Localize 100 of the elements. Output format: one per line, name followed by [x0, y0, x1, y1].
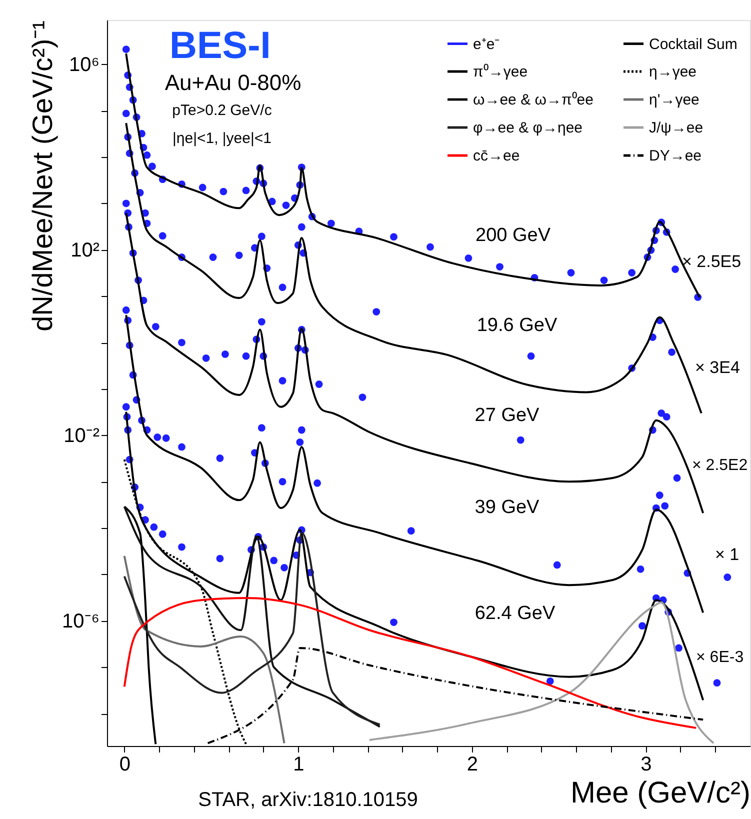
legend-label: π⁰→γee [473, 64, 528, 80]
x-tick-label: 1 [293, 754, 304, 776]
point [668, 348, 676, 356]
point [390, 233, 398, 241]
legend-label: η→γee [649, 64, 697, 80]
point [372, 308, 380, 316]
annotation: 39 GeV [474, 497, 540, 518]
point [178, 543, 186, 551]
point [235, 252, 243, 260]
point [327, 220, 335, 228]
point [209, 254, 217, 261]
annotation: × 3E4 [695, 358, 740, 377]
point [178, 443, 186, 451]
legend-label: J/ψ→ee [649, 120, 704, 136]
point [122, 110, 130, 118]
point [198, 184, 206, 192]
legend-label: φ→ee & φ→ηee [473, 120, 583, 136]
point [673, 474, 681, 482]
line-series [123, 554, 286, 744]
point [713, 679, 721, 687]
annotation: 19.6 GeV [476, 315, 558, 336]
point [258, 424, 266, 432]
point [202, 354, 210, 362]
point [298, 426, 306, 434]
point [280, 564, 288, 572]
point [298, 223, 306, 231]
point [724, 574, 732, 581]
point [270, 556, 278, 564]
legend-label: DY→ee [649, 148, 702, 164]
point [278, 284, 286, 292]
point [282, 202, 290, 209]
point [315, 380, 323, 388]
point [675, 644, 682, 652]
point [358, 394, 366, 401]
point [658, 409, 666, 417]
x-tick-label: 3 [640, 754, 652, 776]
x-tick-label: 0 [119, 754, 130, 776]
point [661, 502, 669, 510]
x-tick-label: 2 [466, 754, 478, 776]
point [600, 276, 608, 284]
point [672, 266, 679, 273]
point [656, 492, 664, 499]
point [216, 454, 224, 462]
point [158, 232, 166, 240]
point [496, 263, 504, 270]
legend-label: η'→γee [649, 92, 700, 108]
point [296, 438, 304, 446]
point [242, 186, 250, 194]
point [154, 434, 162, 441]
point [122, 403, 130, 411]
point [242, 352, 250, 360]
point [407, 527, 415, 535]
point [636, 565, 644, 573]
point [152, 322, 160, 330]
annotation: × 2.5E2 [692, 457, 748, 474]
point [527, 352, 535, 360]
point [546, 677, 554, 685]
annotation: 200 GeV [476, 225, 551, 246]
legend-label: e⁺e⁻ [473, 36, 500, 53]
point [158, 530, 166, 538]
point [516, 436, 524, 444]
point [258, 318, 266, 326]
annotation: |ηe|<1, |yee|<1 [172, 130, 272, 147]
point [178, 338, 186, 346]
annotation: Au+Au 0-80% [164, 70, 302, 95]
annotation: 62.4 GeV [474, 603, 556, 624]
y-tick-label: 10⁶ [69, 54, 100, 76]
annotation: × 1 [715, 545, 740, 564]
point [628, 269, 636, 276]
annotation: × 2.5E5 [682, 252, 742, 271]
point [220, 188, 228, 196]
point [216, 554, 224, 562]
point [278, 478, 286, 486]
annotation: 27 GeV [474, 405, 540, 426]
point [567, 269, 575, 276]
point [662, 413, 670, 421]
y-tick-label: 10⁻² [64, 424, 100, 447]
point [553, 561, 561, 569]
point [426, 243, 434, 251]
y-tick-label: 10⁻⁶ [62, 610, 100, 632]
legend-label: ω→ee & ω→π⁰ee [473, 92, 594, 108]
point [150, 523, 158, 531]
line-series [123, 506, 157, 746]
line-series [123, 597, 698, 729]
point [162, 434, 170, 442]
point [258, 232, 266, 240]
point [464, 254, 472, 262]
text: STAR, arXiv:1810.10159 [198, 789, 418, 811]
point [122, 46, 130, 54]
x-axis-title: Mee (GeV/c²) [570, 776, 750, 810]
y-axis-title: dN/dMee/Nevt (GeV/c²)⁻¹ [27, 20, 58, 332]
point [314, 479, 321, 487]
annotation: × 6E-3 [696, 649, 744, 666]
point [122, 200, 130, 208]
point [221, 350, 229, 358]
point [148, 162, 156, 170]
point [390, 618, 398, 626]
point [122, 306, 130, 314]
chart-title: BES-I [170, 25, 271, 67]
point [278, 377, 286, 384]
